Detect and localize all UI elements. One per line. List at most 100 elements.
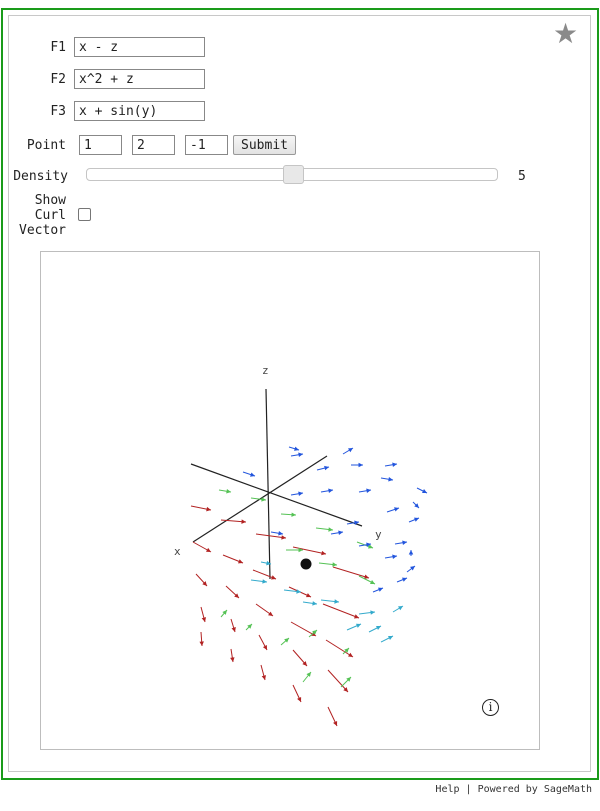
vector-arrowhead — [206, 506, 211, 512]
y-axis-label: y — [375, 528, 382, 541]
vector-arrowhead — [250, 472, 255, 477]
vector-arrowhead — [410, 566, 415, 571]
f1-input[interactable] — [74, 37, 205, 57]
vector-arrowhead — [328, 488, 333, 493]
vector-arrowhead — [354, 614, 359, 619]
vector-arrowhead — [306, 672, 311, 677]
vector-arrowhead — [284, 638, 289, 643]
curl-label: Show Curl Vector — [12, 193, 66, 238]
vector-arrow — [325, 639, 354, 658]
point-z-input[interactable] — [185, 135, 228, 155]
vector-arrowhead — [392, 554, 397, 559]
vector-arrowhead — [266, 560, 271, 566]
vector-arrowhead — [298, 547, 303, 553]
vector-arrowhead — [324, 465, 329, 471]
vector-arrowhead — [355, 623, 361, 628]
vector-arrowhead — [343, 687, 348, 692]
x-axis-label: x — [174, 545, 181, 558]
vector-arrowhead — [364, 574, 369, 579]
vector-arrowhead — [247, 624, 252, 629]
density-label: Density — [13, 169, 68, 184]
footer: Help | Powered by SageMath — [0, 784, 592, 795]
vector-arrowhead — [201, 617, 207, 622]
vector-arrowhead — [328, 527, 333, 532]
footer-separator: | — [465, 784, 472, 795]
submit-button[interactable]: Submit — [233, 135, 296, 155]
f1-label: F1 — [50, 40, 66, 55]
star-icon[interactable]: ★ — [553, 17, 579, 50]
vector-arrowhead — [366, 488, 371, 493]
vector-arrowhead — [205, 547, 211, 552]
vector-arrowhead — [281, 535, 286, 540]
vector-arrow — [332, 566, 370, 579]
vector-arrowhead — [414, 517, 419, 522]
vector-arrowhead — [338, 530, 343, 535]
vector-arrowhead — [370, 610, 375, 615]
vector-arrowhead — [234, 593, 239, 598]
vector-arrowhead — [296, 589, 301, 594]
density-value: 5 — [518, 169, 526, 184]
vector-arrowhead — [271, 575, 276, 580]
vector-arrowhead — [238, 559, 243, 564]
show-curl-checkbox[interactable] — [78, 208, 91, 221]
curl-label-line1: Show — [34, 193, 66, 208]
vector-arrowhead — [333, 720, 338, 726]
vector-arrowhead — [369, 579, 375, 584]
vector-arrowhead — [262, 579, 267, 584]
vector-arrowhead — [368, 544, 373, 549]
y-axis-line — [190, 463, 363, 527]
vector-field-arrows — [190, 446, 428, 727]
vector-arrowhead — [297, 696, 302, 702]
info-icon[interactable]: i — [482, 699, 499, 716]
vector-arrowhead — [262, 644, 267, 650]
vector-arrowhead — [392, 462, 397, 467]
f2-input[interactable] — [74, 69, 205, 89]
z-axis-label: z — [262, 364, 269, 377]
vector-field-plot[interactable]: z y x i — [40, 251, 540, 750]
help-link[interactable]: Help — [435, 784, 460, 795]
powered-by-link[interactable]: Powered by SageMath — [477, 784, 592, 795]
vector-arrowhead — [358, 462, 363, 468]
interact-panel — [8, 15, 591, 772]
vector-arrowhead — [230, 657, 235, 662]
vector-arrowhead — [414, 503, 419, 508]
vector-arrowhead — [344, 648, 349, 653]
vector-arrowhead — [348, 448, 353, 453]
vector-arrowhead — [346, 677, 351, 682]
vector-arrow — [327, 669, 349, 693]
vector-arrowhead — [199, 641, 204, 646]
vector-arrowhead — [348, 652, 353, 657]
point-x-input[interactable] — [79, 135, 122, 155]
vector-arrowhead — [402, 540, 407, 545]
vector-arrowhead — [421, 488, 427, 493]
vector-arrowhead — [394, 507, 399, 512]
vector-arrowhead — [294, 446, 299, 451]
vector-arrowhead — [222, 610, 227, 615]
vector-arrowhead — [375, 626, 381, 631]
vector-arrowhead — [291, 512, 296, 517]
vector-arrowhead — [310, 631, 316, 636]
vector-arrowhead — [298, 491, 303, 496]
f3-label: F3 — [50, 104, 66, 119]
point-label: Point — [26, 138, 66, 153]
vector-arrowhead — [302, 661, 307, 666]
vector-arrow — [322, 603, 360, 619]
density-slider-handle[interactable] — [283, 165, 304, 184]
f3-input[interactable] — [74, 101, 205, 121]
plot-canvas[interactable]: z y x — [41, 252, 539, 749]
vector-arrowhead — [241, 519, 246, 524]
vector-arrowhead — [388, 477, 393, 482]
vector-arrowhead — [378, 587, 383, 592]
vector-arrowhead — [312, 630, 317, 635]
vector-arrowhead — [202, 581, 207, 586]
app-frame — [1, 8, 599, 780]
vector-arrowhead — [334, 599, 339, 604]
vector-arrowhead — [226, 489, 231, 494]
vector-arrowhead — [312, 601, 317, 606]
vector-arrowhead — [408, 550, 414, 555]
vector-arrow — [255, 533, 287, 539]
point-y-input[interactable] — [132, 135, 175, 155]
vector-arrowhead — [268, 611, 273, 616]
curl-label-line2: Curl — [34, 208, 66, 223]
vector-arrowhead — [231, 627, 236, 632]
